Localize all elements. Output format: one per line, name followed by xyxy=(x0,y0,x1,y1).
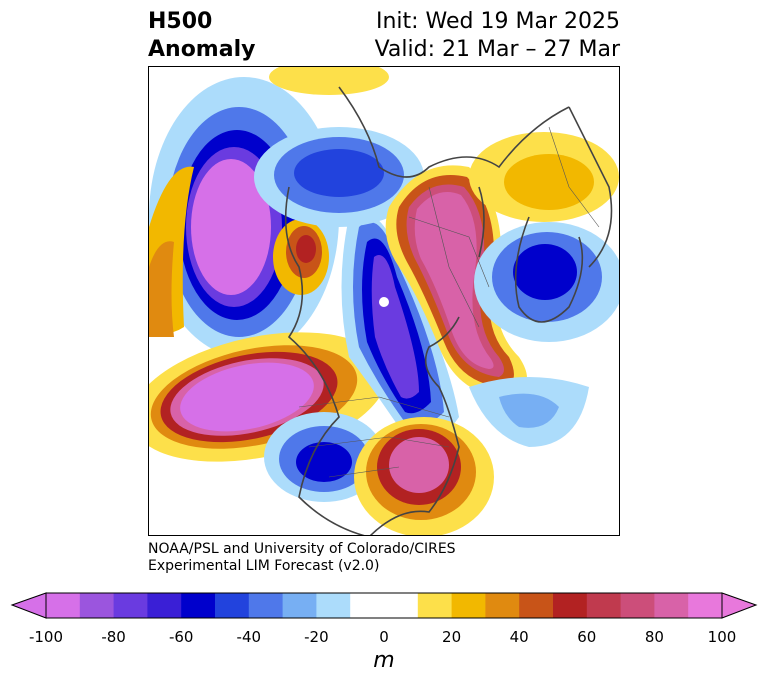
positive-anomaly-bering xyxy=(273,219,329,295)
colorbar-tick-label: 0 xyxy=(379,628,389,646)
negative-anomaly-arctic xyxy=(341,212,459,443)
borders xyxy=(298,126,600,478)
colorbar-tick-label: 20 xyxy=(442,628,462,646)
colorbar-tick-label: -100 xyxy=(28,628,64,646)
colorbar-tick-label: 60 xyxy=(577,628,597,646)
colorbar-cell xyxy=(485,593,520,618)
colorbar-left-arrow xyxy=(10,592,47,619)
negative-anomaly-atlantic-south xyxy=(469,377,589,447)
colorbar-tick-label: -80 xyxy=(101,628,126,646)
colorbar-tick-label: 100 xyxy=(707,628,737,646)
colorbar-cell xyxy=(384,593,419,618)
colorbar-tick-label: -40 xyxy=(236,628,262,646)
colorbar-outline xyxy=(45,592,723,619)
positive-anomaly-us-southeast xyxy=(354,417,494,535)
colorbar-cell xyxy=(586,593,622,618)
colorbar-cell xyxy=(79,593,115,618)
negative-anomaly-europe xyxy=(474,222,619,342)
colorbar-cell xyxy=(316,593,351,618)
title-left: H500 Anomaly xyxy=(148,8,255,64)
title-init: Init: Wed 19 Mar 2025 xyxy=(375,9,620,34)
title-valid: Valid: 21 Mar – 27 Mar xyxy=(374,37,620,62)
positive-anomaly-arctic-top xyxy=(269,67,389,95)
anomaly-map-svg xyxy=(149,67,619,535)
colorbar-cell xyxy=(181,593,216,618)
colorbar-units: m xyxy=(373,648,395,673)
colorbar-tick-label: 80 xyxy=(644,628,664,646)
colorbar-cell xyxy=(654,593,689,618)
anomaly-map xyxy=(148,66,620,536)
title-field: Anomaly xyxy=(148,37,256,62)
credit-line2: Experimental LIM Forecast (v2.0) xyxy=(148,558,380,574)
colorbar-cell xyxy=(350,593,385,618)
colorbar-cell xyxy=(519,593,554,618)
colorbar-cell xyxy=(451,593,486,618)
positive-anomaly-far-west xyxy=(149,166,194,337)
colorbar-tick-label: -20 xyxy=(304,628,329,646)
colorbar-right-arrow xyxy=(721,592,758,619)
credit: NOAA/PSL and University of Colorado/CIRE… xyxy=(148,541,456,575)
colorbar-cell xyxy=(46,593,81,618)
colorbar-cell xyxy=(620,593,655,618)
title-right: Init: Wed 19 Mar 2025 Valid: 21 Mar – 27… xyxy=(375,8,620,64)
colorbar-tick-label: -60 xyxy=(168,628,194,646)
colorbar-cell xyxy=(553,593,588,618)
colorbar-tick-label: 40 xyxy=(509,628,529,646)
colorbar-cell xyxy=(282,593,317,618)
colorbar-cell xyxy=(215,593,250,618)
colorbar-cell xyxy=(248,593,284,618)
colorbar xyxy=(10,592,758,619)
positive-anomaly-north-atlantic xyxy=(469,132,619,222)
colorbar-cell xyxy=(113,593,148,618)
coastlines xyxy=(284,86,613,535)
colorbar-cell xyxy=(147,593,182,618)
colorbar-cell xyxy=(417,593,453,618)
title-variable: H500 xyxy=(148,9,213,34)
colorbar-cell xyxy=(688,593,723,618)
negative-anomaly-north-canada xyxy=(254,127,424,227)
credit-line1: NOAA/PSL and University of Colorado/CIRE… xyxy=(148,541,456,557)
